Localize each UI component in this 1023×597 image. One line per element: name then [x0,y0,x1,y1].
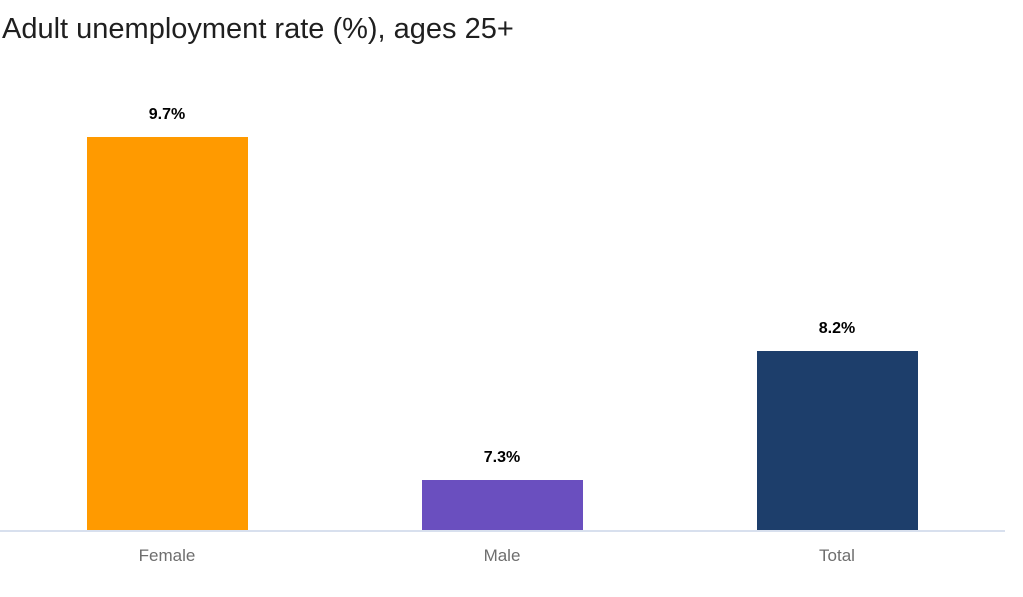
value-label-male: 7.3% [483,449,521,466]
chart-title: Adult unemployment rate (%), ages 25+ [2,13,514,45]
bar-male [421,480,583,530]
category-label-female: Female [138,546,196,565]
category-label-total: Total [819,546,855,565]
value-label-female: 9.7% [148,106,186,123]
bar-female [86,137,248,530]
category-label-male: Male [483,546,521,565]
bar-total [756,351,918,530]
x-axis-line [0,530,1005,532]
value-label-total: 8.2% [818,320,856,337]
